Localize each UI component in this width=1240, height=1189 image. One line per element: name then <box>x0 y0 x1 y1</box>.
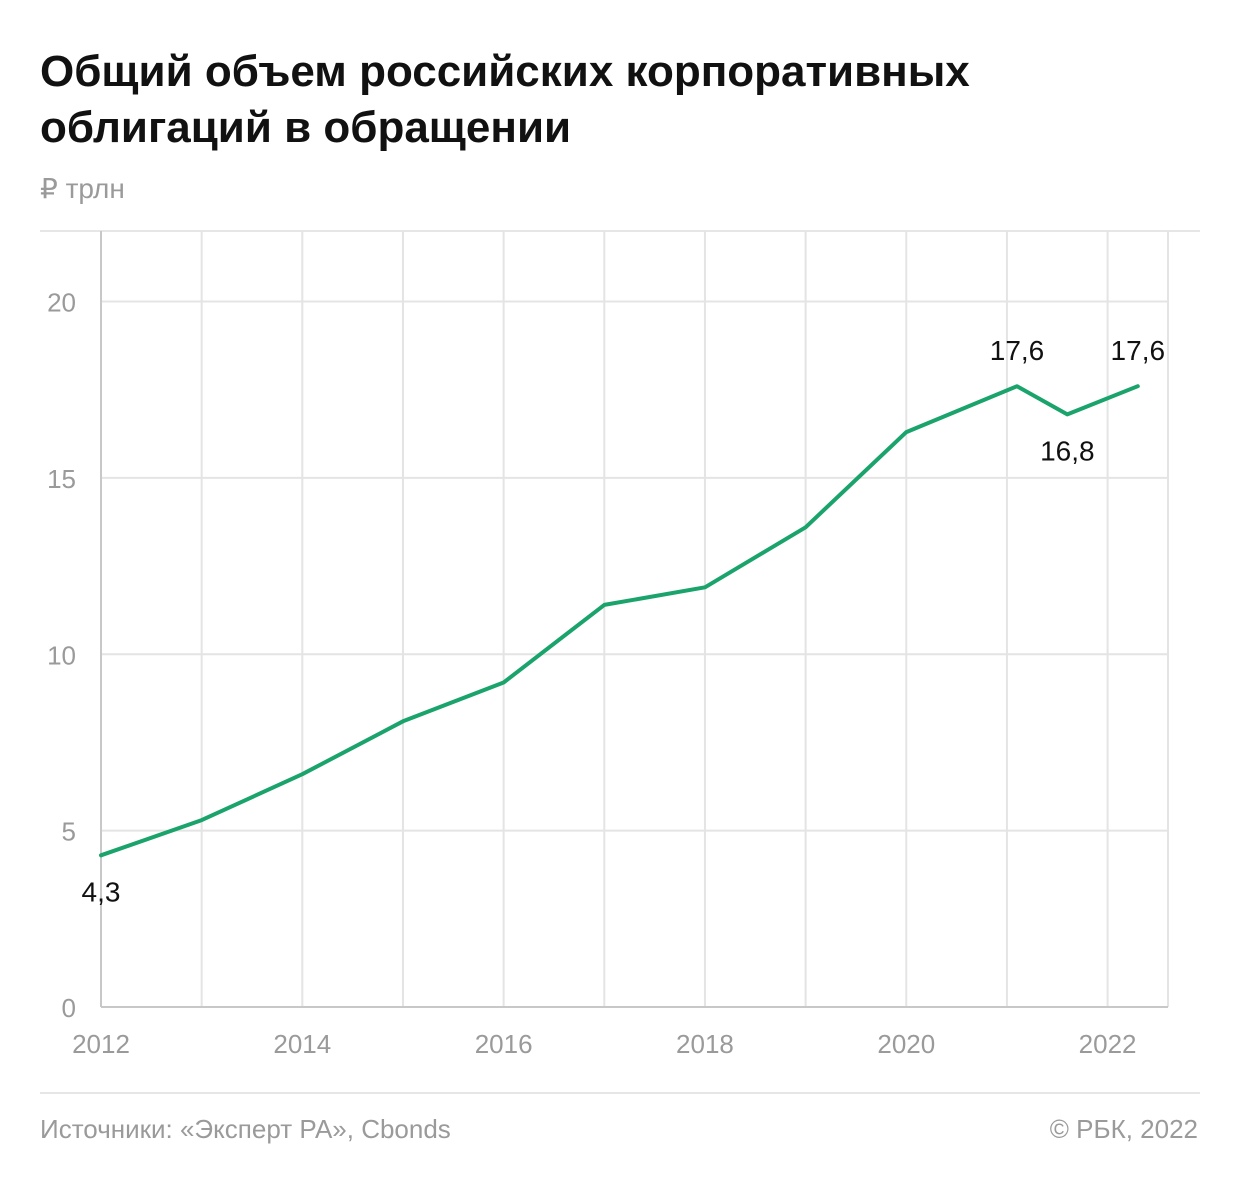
x-tick-label: 2016 <box>475 1029 533 1059</box>
data-label: 17,6 <box>1111 335 1166 366</box>
x-tick-label: 2020 <box>877 1029 935 1059</box>
unit-label: ₽ трлн <box>40 173 125 204</box>
y-tick-label: 15 <box>47 464 76 494</box>
copyright-note: © РБК, 2022 <box>1049 1114 1198 1144</box>
x-tick-label: 2018 <box>676 1029 734 1059</box>
series-line <box>99 384 1140 858</box>
data-label: 17,6 <box>990 335 1045 366</box>
y-tick-label: 20 <box>47 288 76 318</box>
data-label: 4,3 <box>82 876 121 907</box>
bottom-divider <box>40 1092 1200 1094</box>
chart-title: Общий объем российских корпоративных обл… <box>40 47 970 152</box>
x-tick-label: 2012 <box>72 1029 130 1059</box>
data-label: 16,8 <box>1040 435 1095 466</box>
x-tick-label: 2022 <box>1079 1029 1137 1059</box>
x-tick-label: 2014 <box>273 1029 331 1059</box>
source-note: Источники: «Эксперт РА», Cbonds <box>40 1114 451 1144</box>
y-tick-label: 10 <box>47 640 76 670</box>
y-tick-label: 5 <box>62 817 76 847</box>
top-divider <box>40 230 1200 232</box>
y-tick-label: 0 <box>62 993 76 1023</box>
